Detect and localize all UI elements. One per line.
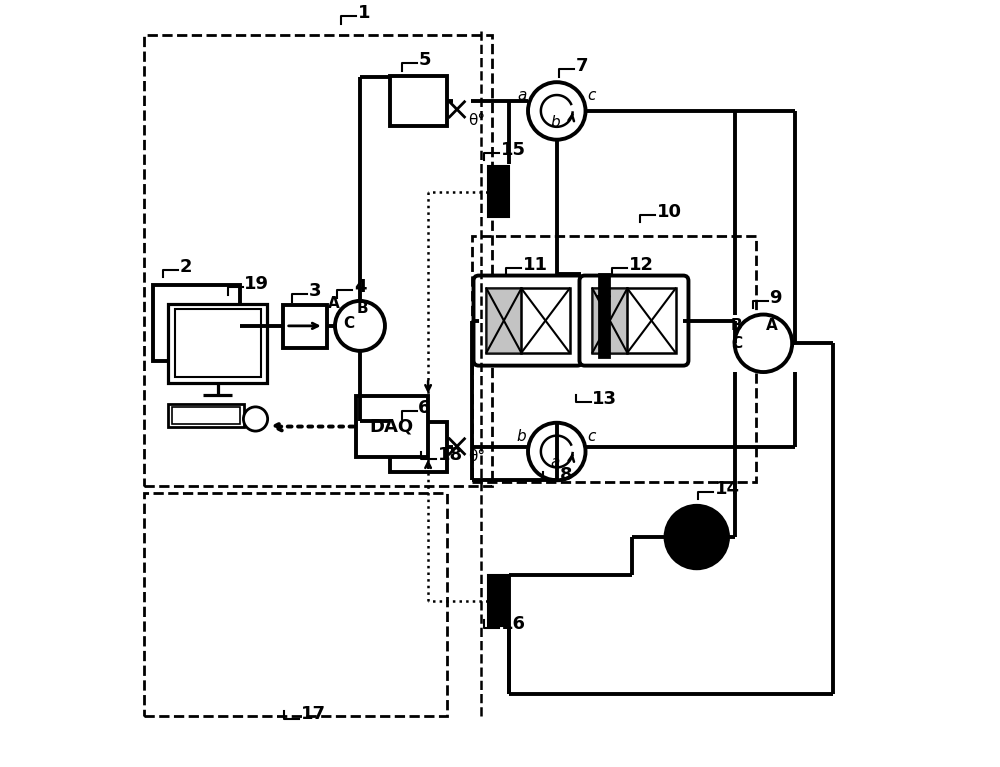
Text: 8: 8 xyxy=(560,466,572,484)
Bar xyxy=(172,407,240,423)
Text: A: A xyxy=(327,297,339,311)
Bar xyxy=(168,404,244,426)
Text: DAQ: DAQ xyxy=(370,417,414,436)
FancyBboxPatch shape xyxy=(474,275,582,366)
Text: 1: 1 xyxy=(358,5,370,22)
Text: a: a xyxy=(551,456,560,470)
Text: C: C xyxy=(731,336,742,351)
Text: c: c xyxy=(587,88,595,104)
Circle shape xyxy=(243,407,268,431)
Bar xyxy=(390,422,447,472)
Text: C: C xyxy=(343,316,354,331)
Text: b: b xyxy=(517,429,526,444)
Text: 4: 4 xyxy=(354,278,366,296)
Bar xyxy=(283,304,327,347)
Text: B: B xyxy=(731,318,742,333)
Bar xyxy=(488,166,509,217)
Text: 11: 11 xyxy=(523,255,548,274)
Text: A: A xyxy=(766,318,778,333)
Bar xyxy=(486,288,570,353)
Text: 2: 2 xyxy=(180,258,192,276)
Text: 13: 13 xyxy=(592,390,617,408)
Bar xyxy=(488,575,509,626)
Text: 17: 17 xyxy=(301,705,326,723)
FancyBboxPatch shape xyxy=(579,275,688,366)
Text: 10: 10 xyxy=(657,202,682,221)
Circle shape xyxy=(528,82,586,140)
Polygon shape xyxy=(486,288,521,353)
Bar xyxy=(144,35,492,486)
Bar xyxy=(144,493,447,716)
Bar xyxy=(168,304,267,384)
Polygon shape xyxy=(592,288,627,353)
Bar xyxy=(592,288,676,353)
Text: 12: 12 xyxy=(629,255,654,274)
Circle shape xyxy=(528,423,586,480)
Text: 16: 16 xyxy=(501,615,526,634)
Bar xyxy=(472,235,756,482)
Bar xyxy=(175,309,261,377)
Bar xyxy=(153,285,240,360)
Text: 5: 5 xyxy=(418,51,431,69)
Text: θ°: θ° xyxy=(468,113,485,127)
Text: 15: 15 xyxy=(501,140,526,159)
Text: ×: × xyxy=(443,431,471,464)
Circle shape xyxy=(735,314,792,372)
Text: θ°: θ° xyxy=(468,449,485,464)
Text: B: B xyxy=(356,301,368,316)
Text: 9: 9 xyxy=(769,289,782,307)
Text: c: c xyxy=(587,429,595,444)
Text: 14: 14 xyxy=(715,479,740,498)
Text: a: a xyxy=(517,88,526,104)
Bar xyxy=(599,274,609,357)
Text: ×: × xyxy=(443,94,471,127)
Text: 3: 3 xyxy=(309,282,321,300)
Text: 19: 19 xyxy=(244,275,269,293)
Text: b: b xyxy=(550,115,560,130)
Text: 6: 6 xyxy=(418,400,431,417)
Circle shape xyxy=(335,301,385,351)
Circle shape xyxy=(665,505,729,569)
Text: 7: 7 xyxy=(576,58,588,75)
Text: 18: 18 xyxy=(438,446,463,464)
Bar xyxy=(390,76,447,126)
Bar xyxy=(356,397,428,457)
